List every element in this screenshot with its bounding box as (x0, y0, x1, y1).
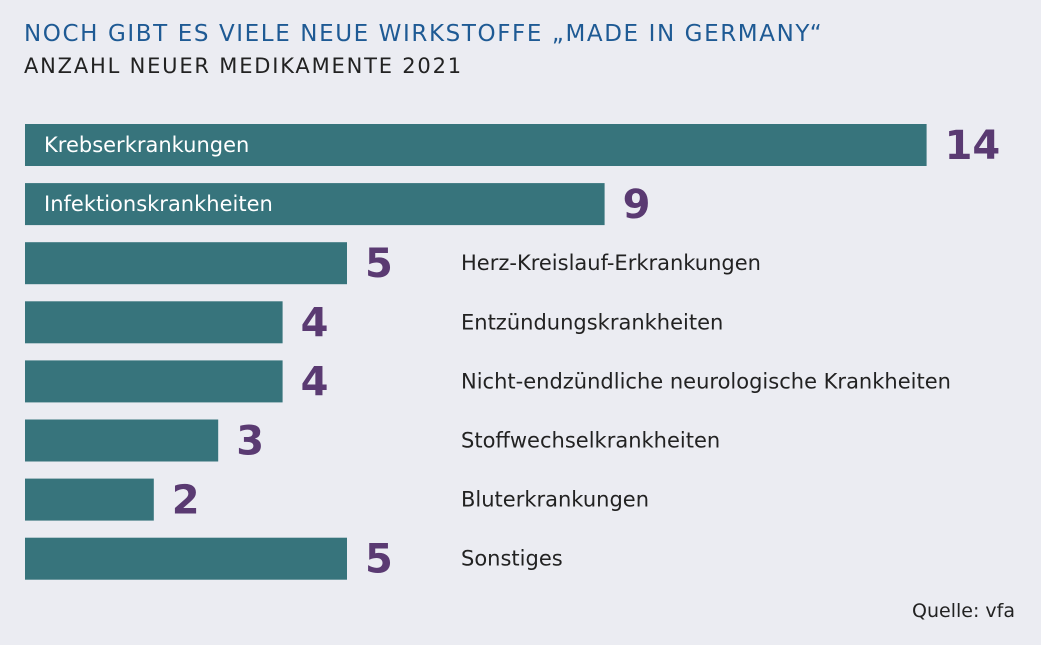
bar (25, 537, 347, 580)
bar (25, 242, 347, 285)
category-label: Bluterkrankungen (461, 488, 649, 512)
category-label: Stoffwechselkrankheiten (461, 429, 720, 453)
value-label: 9 (623, 182, 651, 228)
category-label: Entzündungskrankheiten (461, 310, 723, 334)
bar (25, 360, 283, 403)
category-label: Sonstiges (461, 547, 563, 571)
bar (25, 419, 219, 462)
bar-chart: Krebserkrankungen 14 Infektionskrankheiten… (25, 123, 1001, 583)
bar (25, 124, 927, 166)
category-label: Nicht-endzündliche neurologische Krankhe… (461, 369, 951, 393)
chart-title: NOCH GIBT ES VIELE NEUE WIRKSTOFFE „MADE… (24, 21, 824, 47)
value-label: 5 (365, 537, 393, 583)
source-note: Quelle: vfa (912, 600, 1015, 622)
category-label: Krebserkrankungen (44, 133, 249, 157)
value-label: 4 (301, 359, 329, 405)
value-label: 4 (301, 300, 329, 346)
chart-subtitle: ANZAHL NEUER MEDIKAMENTE 2021 (24, 54, 463, 78)
category-label: Infektionskrankheiten (44, 192, 273, 216)
value-label: 14 (945, 123, 1001, 169)
bar (25, 301, 283, 344)
bar (25, 183, 605, 226)
value-label: 2 (172, 478, 200, 524)
bar (25, 478, 154, 521)
value-label: 5 (365, 241, 393, 287)
category-label: Herz-Kreislauf-Erkrankungen (461, 251, 761, 275)
value-label: 3 (236, 419, 264, 465)
